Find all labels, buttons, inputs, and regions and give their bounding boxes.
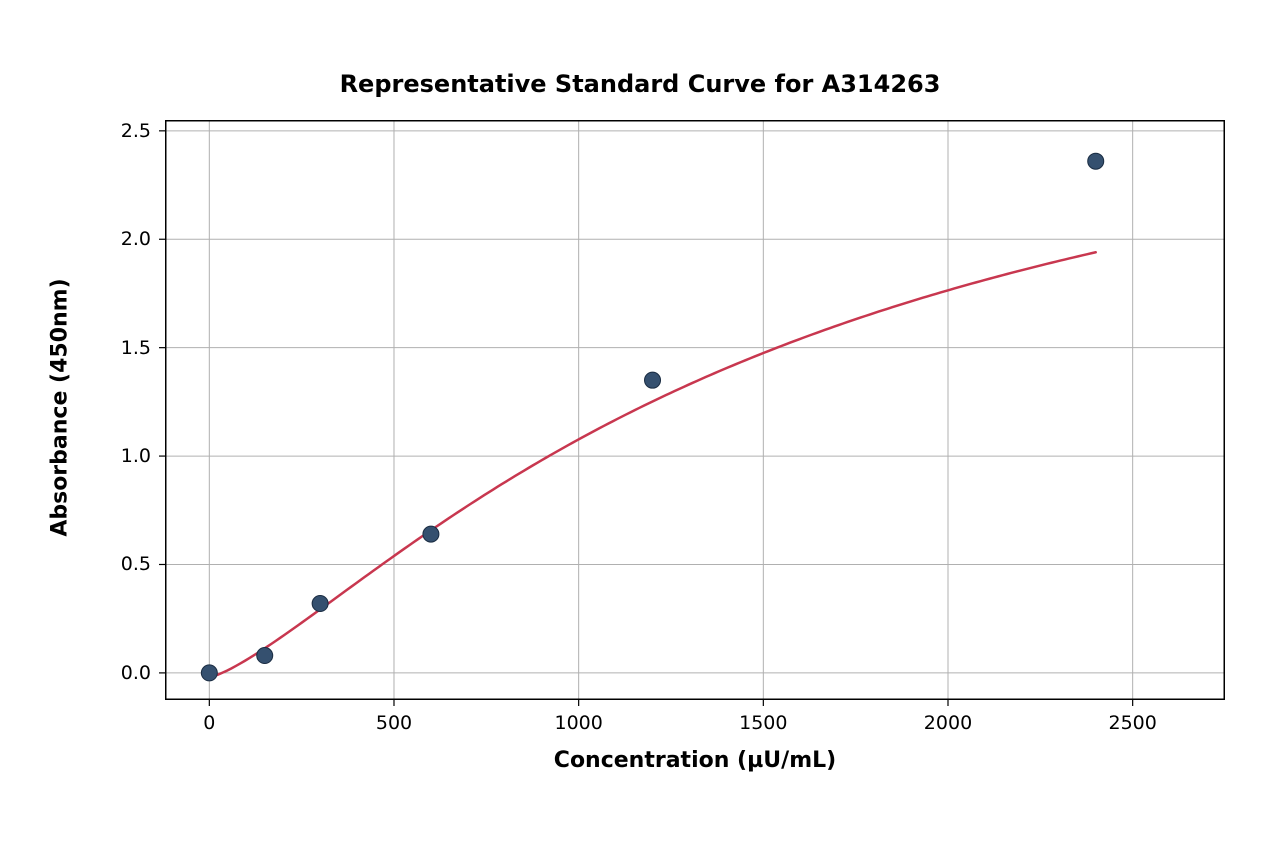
data-point bbox=[645, 372, 661, 388]
chart-title: Representative Standard Curve for A31426… bbox=[0, 70, 1280, 98]
xtick-label: 2500 bbox=[1108, 712, 1156, 734]
plot-spines bbox=[166, 121, 1225, 700]
chart-container: Representative Standard Curve for A31426… bbox=[0, 0, 1280, 845]
y-axis-label: Absorbance (450nm) bbox=[48, 118, 73, 698]
fit-curve bbox=[209, 252, 1095, 677]
xtick-label: 500 bbox=[376, 712, 412, 734]
data-point bbox=[423, 526, 439, 542]
ytick-label: 0.5 bbox=[121, 553, 151, 575]
xtick-label: 0 bbox=[203, 712, 215, 734]
ytick-label: 1.0 bbox=[121, 445, 151, 467]
data-point bbox=[257, 648, 273, 664]
ytick-label: 2.0 bbox=[121, 228, 151, 250]
xtick-label: 1000 bbox=[554, 712, 602, 734]
plot-svg bbox=[157, 118, 1227, 708]
gridlines bbox=[165, 120, 1225, 700]
data-point bbox=[201, 665, 217, 681]
x-axis-label: Concentration (µU/mL) bbox=[165, 748, 1225, 773]
ytick-label: 1.5 bbox=[121, 337, 151, 359]
ytick-label: 2.5 bbox=[121, 120, 151, 142]
plot-area bbox=[165, 120, 1225, 700]
xtick-label: 2000 bbox=[924, 712, 972, 734]
xtick-label: 1500 bbox=[739, 712, 787, 734]
data-point bbox=[312, 596, 328, 612]
ytick-label: 0.0 bbox=[121, 662, 151, 684]
data-point bbox=[1088, 153, 1104, 169]
